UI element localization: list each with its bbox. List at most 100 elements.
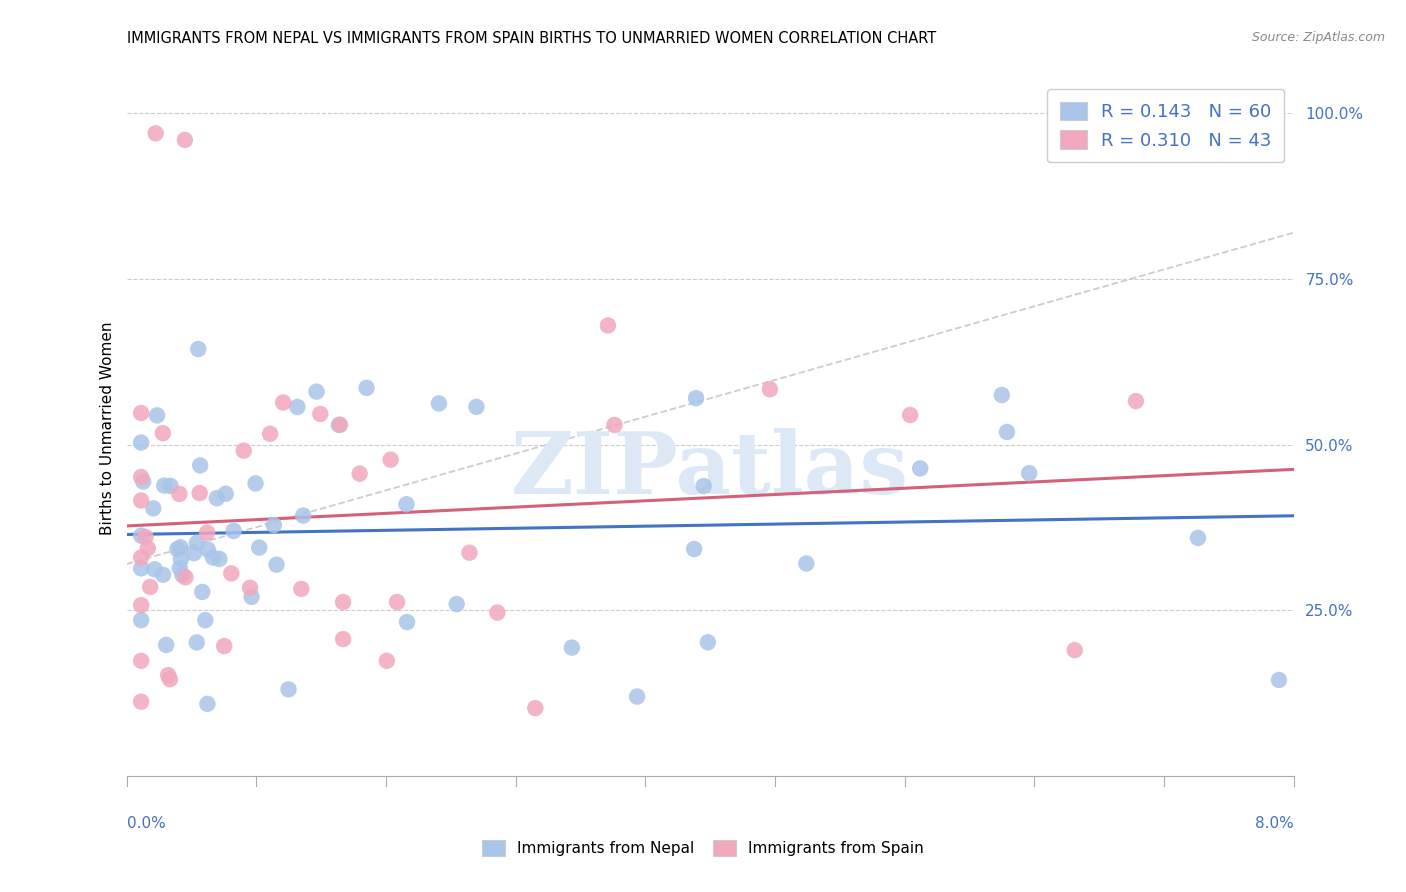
Point xyxy=(129,493,152,508)
Point xyxy=(197,697,219,711)
Point xyxy=(155,638,177,652)
Point xyxy=(186,635,208,649)
Point xyxy=(332,632,354,646)
Point xyxy=(1187,531,1209,545)
Point xyxy=(685,391,707,405)
Point xyxy=(129,435,152,450)
Point xyxy=(205,491,228,505)
Point xyxy=(142,501,165,516)
Point xyxy=(166,542,188,557)
Point xyxy=(285,400,308,414)
Point xyxy=(188,486,211,500)
Point xyxy=(129,528,152,542)
Point xyxy=(395,615,418,629)
Text: IMMIGRANTS FROM NEPAL VS IMMIGRANTS FROM SPAIN BIRTHS TO UNMARRIED WOMEN CORRELA: IMMIGRANTS FROM NEPAL VS IMMIGRANTS FROM… xyxy=(127,31,936,46)
Point xyxy=(524,701,547,715)
Legend: Immigrants from Nepal, Immigrants from Spain: Immigrants from Nepal, Immigrants from S… xyxy=(477,834,929,862)
Point xyxy=(240,590,263,604)
Point xyxy=(458,546,481,560)
Point xyxy=(129,561,152,575)
Point xyxy=(159,672,181,686)
Point xyxy=(696,635,718,649)
Point xyxy=(259,426,281,441)
Point xyxy=(159,479,181,493)
Point xyxy=(596,318,619,333)
Point xyxy=(908,461,931,475)
Point xyxy=(152,426,174,441)
Point xyxy=(561,640,583,655)
Point xyxy=(385,595,408,609)
Point xyxy=(305,384,328,399)
Point xyxy=(153,478,176,492)
Point xyxy=(197,542,219,557)
Point xyxy=(129,613,152,627)
Point xyxy=(266,558,288,572)
Point xyxy=(349,467,371,481)
Point xyxy=(309,407,332,421)
Point xyxy=(174,133,197,147)
Point xyxy=(222,524,245,538)
Point xyxy=(626,690,648,704)
Point xyxy=(191,585,214,599)
Point xyxy=(990,388,1012,402)
Point xyxy=(129,550,152,565)
Point xyxy=(1018,466,1040,480)
Point xyxy=(796,557,818,571)
Point xyxy=(271,395,294,409)
Point xyxy=(290,582,312,596)
Point xyxy=(277,682,299,697)
Point xyxy=(995,425,1018,439)
Point xyxy=(188,458,211,473)
Point xyxy=(683,542,706,557)
Point xyxy=(195,525,218,540)
Point xyxy=(245,476,267,491)
Point xyxy=(202,550,225,565)
Legend: R = 0.143   N = 60, R = 0.310   N = 43: R = 0.143 N = 60, R = 0.310 N = 43 xyxy=(1047,89,1285,162)
Point xyxy=(170,552,193,566)
Point xyxy=(328,417,350,432)
Point xyxy=(129,695,152,709)
Point xyxy=(232,443,254,458)
Point xyxy=(208,552,231,566)
Point xyxy=(139,580,162,594)
Point xyxy=(759,382,782,396)
Point xyxy=(132,475,155,489)
Point xyxy=(1125,394,1147,409)
Point xyxy=(169,541,191,555)
Text: ZIPatlas: ZIPatlas xyxy=(510,428,910,512)
Point xyxy=(129,406,152,420)
Point xyxy=(136,541,159,556)
Point xyxy=(446,597,468,611)
Point xyxy=(375,654,398,668)
Y-axis label: Births to Unmarried Women: Births to Unmarried Women xyxy=(100,321,115,535)
Point xyxy=(187,342,209,356)
Point xyxy=(898,408,921,422)
Point xyxy=(129,598,152,612)
Point xyxy=(1268,673,1291,687)
Point xyxy=(134,530,156,544)
Point xyxy=(332,595,354,609)
Point xyxy=(186,536,208,550)
Point xyxy=(194,613,217,627)
Point xyxy=(465,400,488,414)
Point xyxy=(129,654,152,668)
Point xyxy=(129,470,152,484)
Point xyxy=(221,566,243,581)
Point xyxy=(215,487,238,501)
Point xyxy=(152,567,174,582)
Point xyxy=(174,570,197,584)
Point xyxy=(292,508,315,523)
Text: 0.0%: 0.0% xyxy=(127,816,166,830)
Point xyxy=(263,518,285,533)
Point xyxy=(169,487,191,501)
Point xyxy=(169,561,191,575)
Point xyxy=(146,409,169,423)
Point xyxy=(380,452,402,467)
Point xyxy=(157,668,180,682)
Point xyxy=(603,417,626,432)
Point xyxy=(356,381,378,395)
Point xyxy=(427,396,450,410)
Point xyxy=(239,581,262,595)
Point xyxy=(1063,643,1085,657)
Point xyxy=(212,639,235,653)
